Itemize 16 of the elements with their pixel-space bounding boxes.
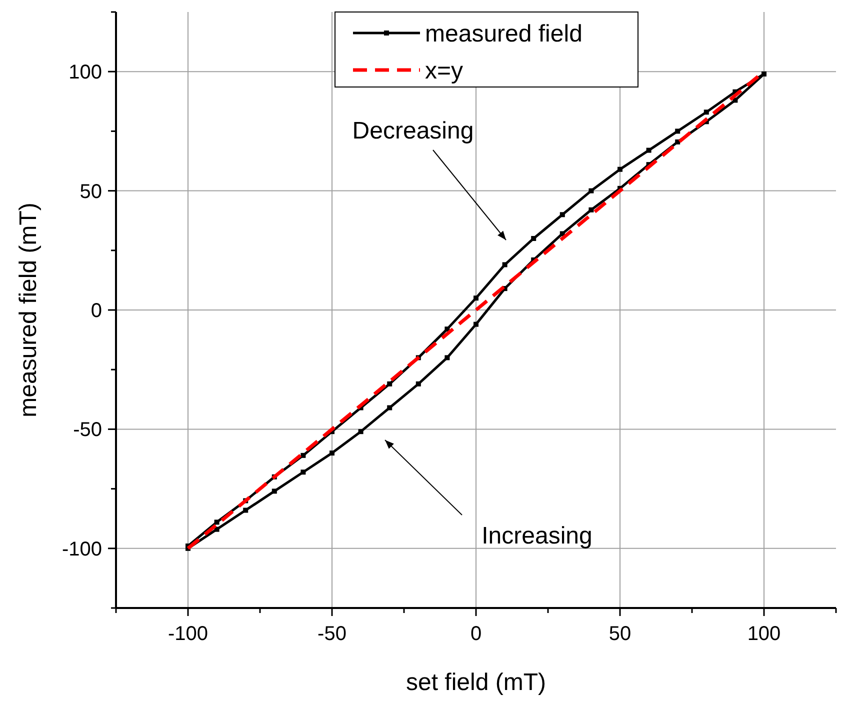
annotation: Decreasing <box>352 117 474 144</box>
y-tick-label: 100 <box>68 62 102 84</box>
legend-label: x=y <box>425 57 464 84</box>
y-tick-label: -50 <box>73 419 102 442</box>
x-tick-label: 50 <box>608 623 632 645</box>
annotation: Increasing <box>482 522 592 550</box>
x-tick-label: -50 <box>318 623 346 645</box>
y-tick-label: 0 <box>90 300 102 322</box>
y-axis-title: measured field (mT) <box>15 202 42 418</box>
y-tick-label: -100 <box>62 538 102 560</box>
x-axis-title: set field (mT) <box>406 669 546 696</box>
y-tick-label: 50 <box>80 180 102 203</box>
x-tick-label: -100 <box>168 623 208 645</box>
legend-label: measured field <box>425 20 582 48</box>
x-tick-label: 100 <box>747 623 781 645</box>
x-tick-label: 0 <box>470 623 482 645</box>
